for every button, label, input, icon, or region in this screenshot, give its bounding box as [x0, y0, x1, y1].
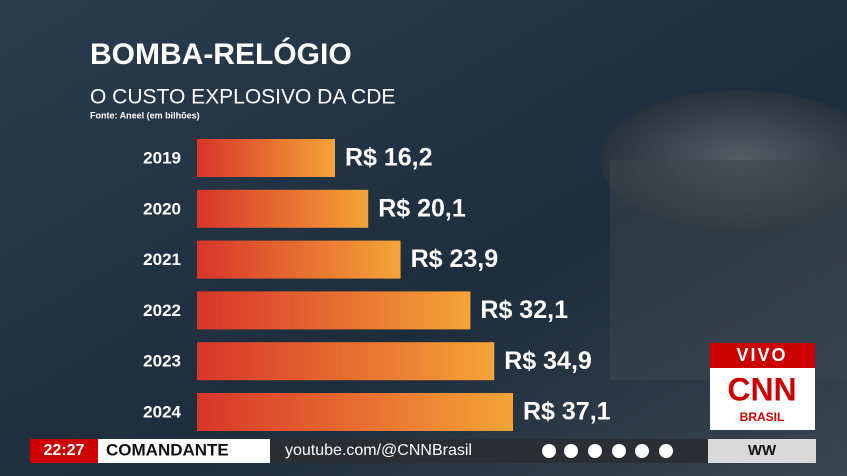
- chart-subtitle: O CUSTO EXPLOSIVO DA CDE: [90, 86, 395, 109]
- bar: [197, 393, 513, 431]
- logo-sub: BRASIL: [740, 410, 785, 424]
- y-tick-label: 2020: [143, 199, 181, 218]
- value-label: R$ 32,1: [480, 296, 568, 324]
- bars: 2019 R$ 16,2 2020 R$ 20,1 2021 R$ 23,9 2022 R$ …: [143, 139, 611, 431]
- bar: [197, 189, 369, 228]
- y-tick-label: 2023: [143, 352, 181, 371]
- value-label: R$ 23,9: [411, 245, 499, 273]
- bar: [197, 139, 335, 177]
- bar: [197, 342, 495, 381]
- ticker-box: [98, 439, 270, 463]
- value-label: R$ 37,1: [523, 398, 611, 426]
- time-box: [30, 439, 98, 463]
- live-label: VIVO: [736, 345, 787, 365]
- logo: CNN: [727, 371, 796, 407]
- time: 22:27: [44, 442, 85, 459]
- value-label: R$ 16,2: [345, 144, 433, 172]
- bar: [197, 291, 471, 330]
- y-tick-label: 2024: [143, 402, 181, 421]
- icon: [612, 444, 626, 458]
- icon: [542, 444, 556, 458]
- y-tick-label: 2021: [143, 250, 181, 269]
- chart-title: BOMBA-RELÓGIO: [90, 37, 352, 71]
- logo-box: [710, 368, 815, 430]
- url: youtube.com/@CNNBrasil: [285, 442, 472, 459]
- icon: [564, 444, 578, 458]
- icon: [588, 444, 602, 458]
- value-label: R$ 34,9: [504, 347, 592, 375]
- y-tick-label: 2019: [143, 148, 181, 167]
- y-tick-label: 2022: [143, 301, 181, 320]
- live-badge: [710, 343, 815, 368]
- program: WW: [748, 442, 777, 459]
- icon: [635, 444, 649, 458]
- bar: [197, 240, 401, 279]
- ticker: COMANDANTE: [106, 440, 229, 459]
- value-label: R$ 20,1: [378, 194, 466, 222]
- icon: [659, 444, 673, 458]
- source: Fonte: Aneel (em bilhões): [90, 110, 200, 120]
- program-box: [708, 439, 816, 463]
- social-icons: [542, 444, 673, 458]
